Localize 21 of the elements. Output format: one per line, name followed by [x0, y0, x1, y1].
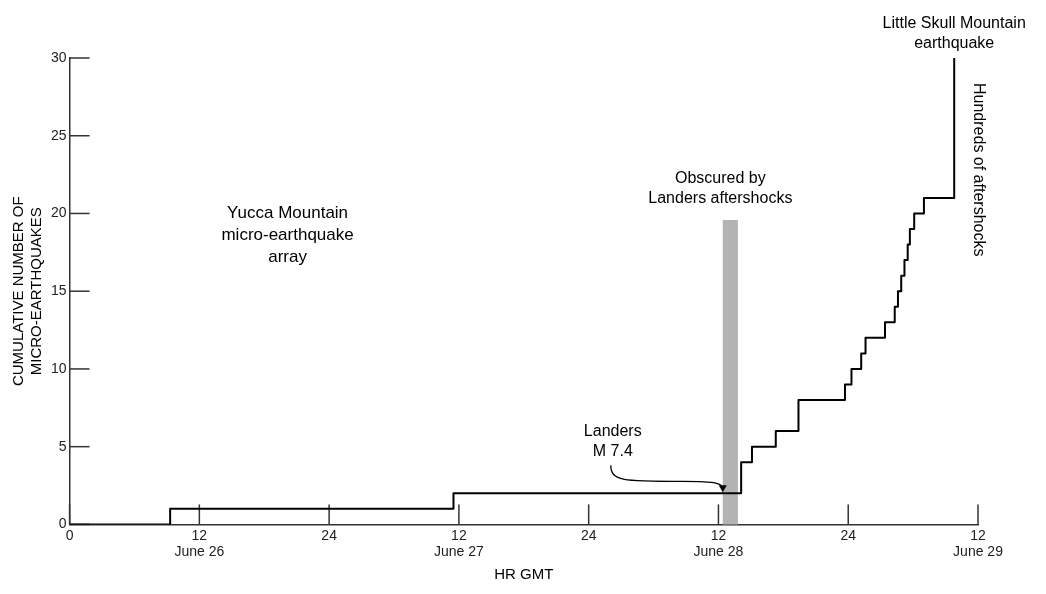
- x-tick-label: 12 June 27: [433, 526, 485, 560]
- annotation: Little Skull Mountain earthquake: [882, 14, 1026, 51]
- annotation: Landers M 7.4: [583, 422, 642, 460]
- y-tick-label: 30: [50, 48, 67, 65]
- y-tick-label: 5: [58, 437, 67, 454]
- annotation: Yucca Mountain micro-earthquake array: [221, 203, 354, 266]
- y-tick-label: 25: [50, 126, 67, 143]
- y-tick-label: 0: [58, 515, 67, 532]
- x-tick-label: 12 June 28: [693, 526, 744, 560]
- annotation: Hundreds of aftershocks: [971, 83, 989, 257]
- x-tick-label: 12 June 26: [174, 526, 225, 560]
- y-axis-title: CUMULATIVE NUMBER OF MICRO-EARTHQUAKES: [9, 196, 45, 387]
- y-tick-label: 15: [50, 282, 67, 299]
- x-tick-label: 24: [580, 526, 597, 543]
- x-tick-label: 12 June 29: [953, 526, 1004, 560]
- x-tick-label: 24: [840, 526, 857, 543]
- y-tick-label: 20: [50, 204, 67, 221]
- y-tick-label: 10: [50, 359, 67, 376]
- band-label: Obscured by Landers aftershocks: [648, 169, 793, 206]
- x-tick-label: 24: [321, 526, 338, 543]
- x-axis-title: HR GMT: [494, 565, 554, 583]
